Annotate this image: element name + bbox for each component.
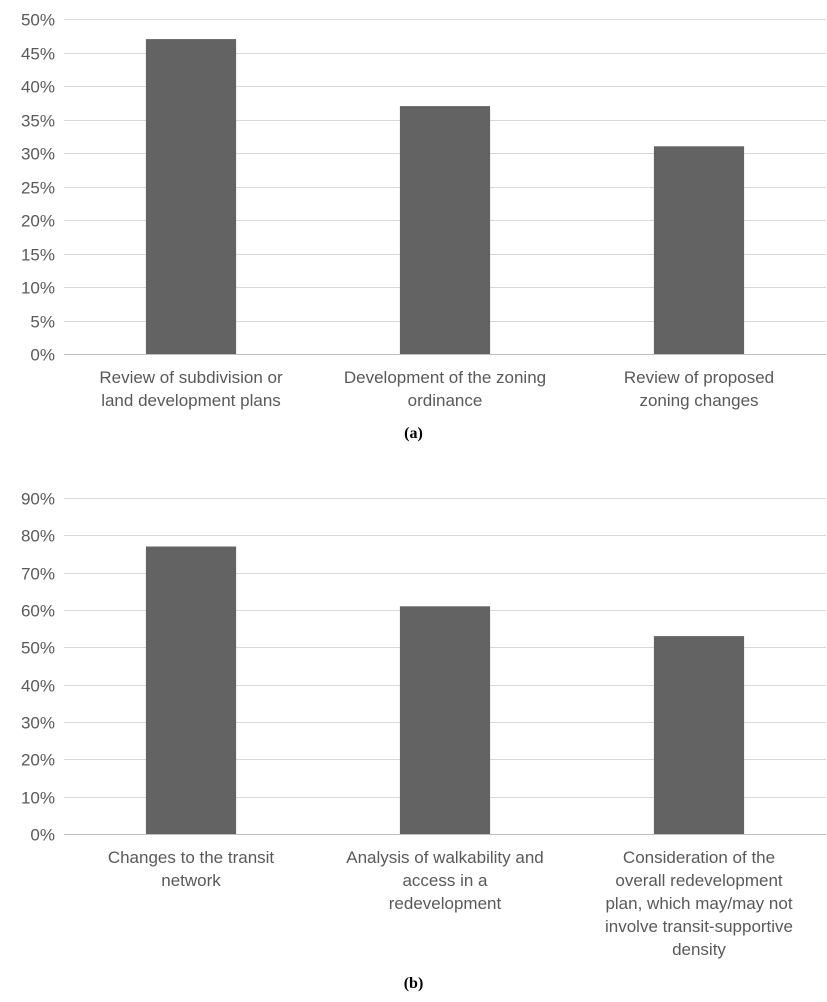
chart-b: 0% 10% 20% 30% 40% 50% 60% 70% 80% 90% Changes to …: [21, 490, 826, 992]
y-tick-label: 30%: [21, 145, 55, 164]
y-tick-label: 80%: [21, 527, 55, 546]
y-tick-label: 0%: [30, 346, 55, 365]
bar: [145, 39, 237, 354]
bar: [145, 546, 237, 834]
bar: [399, 606, 491, 834]
y-tick-label: 5%: [30, 313, 55, 332]
y-tick-label: 35%: [21, 112, 55, 131]
bar: [653, 146, 745, 354]
chart-a: 0% 5% 10% 15% 20% 25% 30% 35% 40% 45% 50% Review of…: [21, 11, 826, 442]
y-tick-label: 20%: [21, 212, 55, 231]
y-tick-label: 50%: [21, 639, 55, 658]
y-tick-label: 45%: [21, 45, 55, 64]
y-tick-label: 15%: [21, 246, 55, 265]
x-tick-label: Changes to the transit network: [108, 848, 275, 890]
x-tick-label: Development of the zoning ordinance: [344, 368, 546, 410]
x-tick-label: Consideration of the overall redevelopmen…: [605, 848, 793, 959]
y-tick-label: 30%: [21, 714, 55, 733]
y-tick-label: 20%: [21, 751, 55, 770]
bar: [399, 106, 491, 354]
y-tick-label: 50%: [21, 11, 55, 30]
y-tick-label: 10%: [21, 789, 55, 808]
y-tick-label: 60%: [21, 602, 55, 621]
y-tick-label: 10%: [21, 279, 55, 298]
y-tick-label: 40%: [21, 677, 55, 696]
y-tick-label: 70%: [21, 565, 55, 584]
x-tick-label: Review of subdivision or land development…: [99, 368, 283, 410]
bar: [653, 636, 745, 834]
y-tick-label: 25%: [21, 179, 55, 198]
panel-label: (a): [404, 425, 423, 442]
y-tick-label: 40%: [21, 78, 55, 97]
x-tick-label: Review of proposed zoning changes: [624, 368, 774, 410]
x-tick-label: Analysis of walkability and access in a re…: [346, 848, 543, 913]
y-tick-label: 90%: [21, 490, 55, 509]
panel-label: (b): [404, 975, 424, 992]
y-tick-label: 0%: [30, 826, 55, 845]
